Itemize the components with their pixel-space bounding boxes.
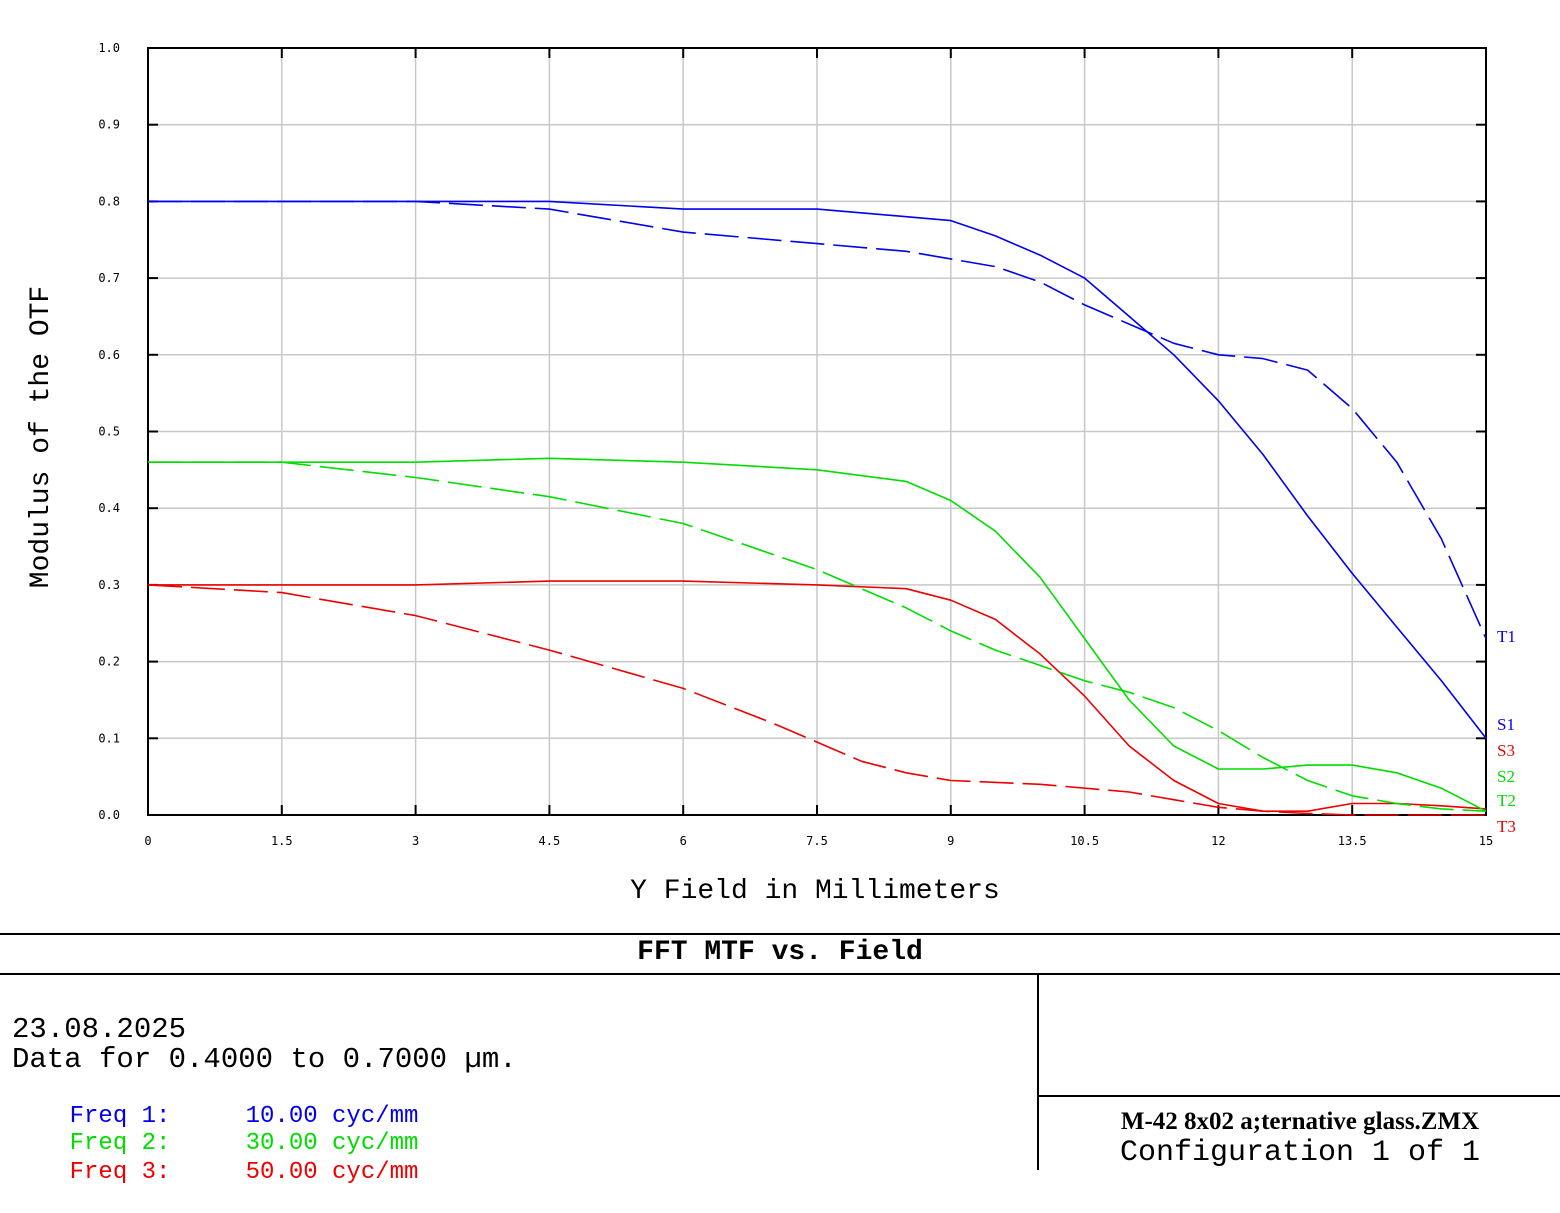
series-s3-line	[148, 580, 1487, 813]
y-tick-label: 1.0	[98, 41, 120, 55]
series-s3-label: S3	[1497, 741, 1515, 760]
x-tick-label: 10.5	[1070, 834, 1099, 848]
freq-2-row: Freq 2: 30.00 cyc/mm	[12, 1103, 419, 1184]
grid	[148, 48, 1486, 815]
freq-3-row: Freq 3: 50.00 cyc/mm	[12, 1132, 419, 1213]
series-t3-label: T3	[1497, 817, 1516, 836]
configuration-text: Configuration 1 of 1	[1119, 1136, 1481, 1170]
series-t2-line	[148, 461, 1487, 812]
y-tick-label: 0.2	[98, 655, 120, 669]
y-tick-label: 0.3	[98, 578, 120, 592]
wavelength-range-text: Data for 0.4000 to 0.7000 µm.	[12, 1043, 517, 1076]
x-tick-label: 9	[947, 834, 954, 848]
series-s1-line	[148, 200, 1487, 739]
x-tick-label: 15	[1479, 834, 1493, 848]
x-tick-label: 13.5	[1338, 834, 1367, 848]
y-tick-label: 0.8	[98, 194, 120, 208]
series-s2-line	[148, 457, 1487, 812]
x-tick-label: 0	[144, 834, 151, 848]
series-t2-label: T2	[1497, 791, 1516, 810]
y-tick-label: 0.0	[98, 808, 120, 822]
y-axis-title: Modulus of the OTF	[26, 286, 57, 588]
y-tick-label: 0.6	[98, 348, 120, 362]
lens-file-name: M-42 8x02 a;ternative glass.ZMX	[1120, 1108, 1480, 1135]
freq-1-value: 10.00 cyc/mm	[245, 1103, 419, 1130]
y-tick-labels: 0.0 0.1 0.2 0.3 0.4 0.5 0.6 0.7 0.8 0.9 1.0	[98, 41, 120, 822]
y-tick-label: 0.7	[98, 271, 120, 285]
series-end-labels: T1 S1 S3 S2 T2 T3	[1497, 627, 1516, 836]
series-s2-label: S2	[1497, 767, 1515, 786]
freq-1-row: Freq 1: 10.00 cyc/mm	[12, 1076, 419, 1157]
y-tick-label: 0.4	[98, 501, 120, 515]
series-s1-label: S1	[1497, 715, 1515, 734]
mtf-chart: 0 1.5 3 4.5 6 7.5 9 10.5 12 13.5 15 0.00.10.20.30.…	[26, 41, 1516, 907]
x-tick-label: 12	[1211, 834, 1225, 848]
x-tick-label: 3	[412, 834, 419, 848]
tick-marks	[147, 47, 1487, 816]
series-t1-line	[148, 200, 1487, 639]
y-tick-label: 0.9	[98, 118, 120, 132]
freq-3-value: 50.00 cyc/mm	[245, 1159, 419, 1186]
x-tick-label: 4.5	[539, 834, 561, 848]
x-axis-title: Y Field in Millimeters	[630, 876, 1000, 907]
freq-1-label: Freq 1:	[69, 1103, 171, 1130]
date-text: 23.08.2025	[12, 1013, 187, 1046]
freq-3-label: Freq 3:	[69, 1159, 171, 1186]
series-t3-line	[147, 584, 1486, 816]
x-tick-labels: 0 1.5 3 4.5 6 7.5 9 10.5 12 13.5 15	[144, 834, 1493, 848]
freq-2-label: Freq 2:	[69, 1130, 171, 1157]
x-tick-label: 6	[680, 834, 687, 848]
info-panel: FFT MTF vs. Field 23.08.2025 Data for 0.…	[0, 933, 1560, 1186]
freq-2-value: 30.00 cyc/mm	[245, 1130, 419, 1157]
y-tick-label: 0.5	[98, 425, 120, 439]
chart-title: FFT MTF vs. Field	[637, 937, 923, 968]
x-tick-label: 7.5	[806, 834, 828, 848]
series-t1-label: T1	[1497, 627, 1516, 646]
x-tick-label: 1.5	[271, 834, 293, 848]
series-lines	[147, 200, 1487, 816]
y-tick-label: 0.1	[98, 731, 120, 745]
